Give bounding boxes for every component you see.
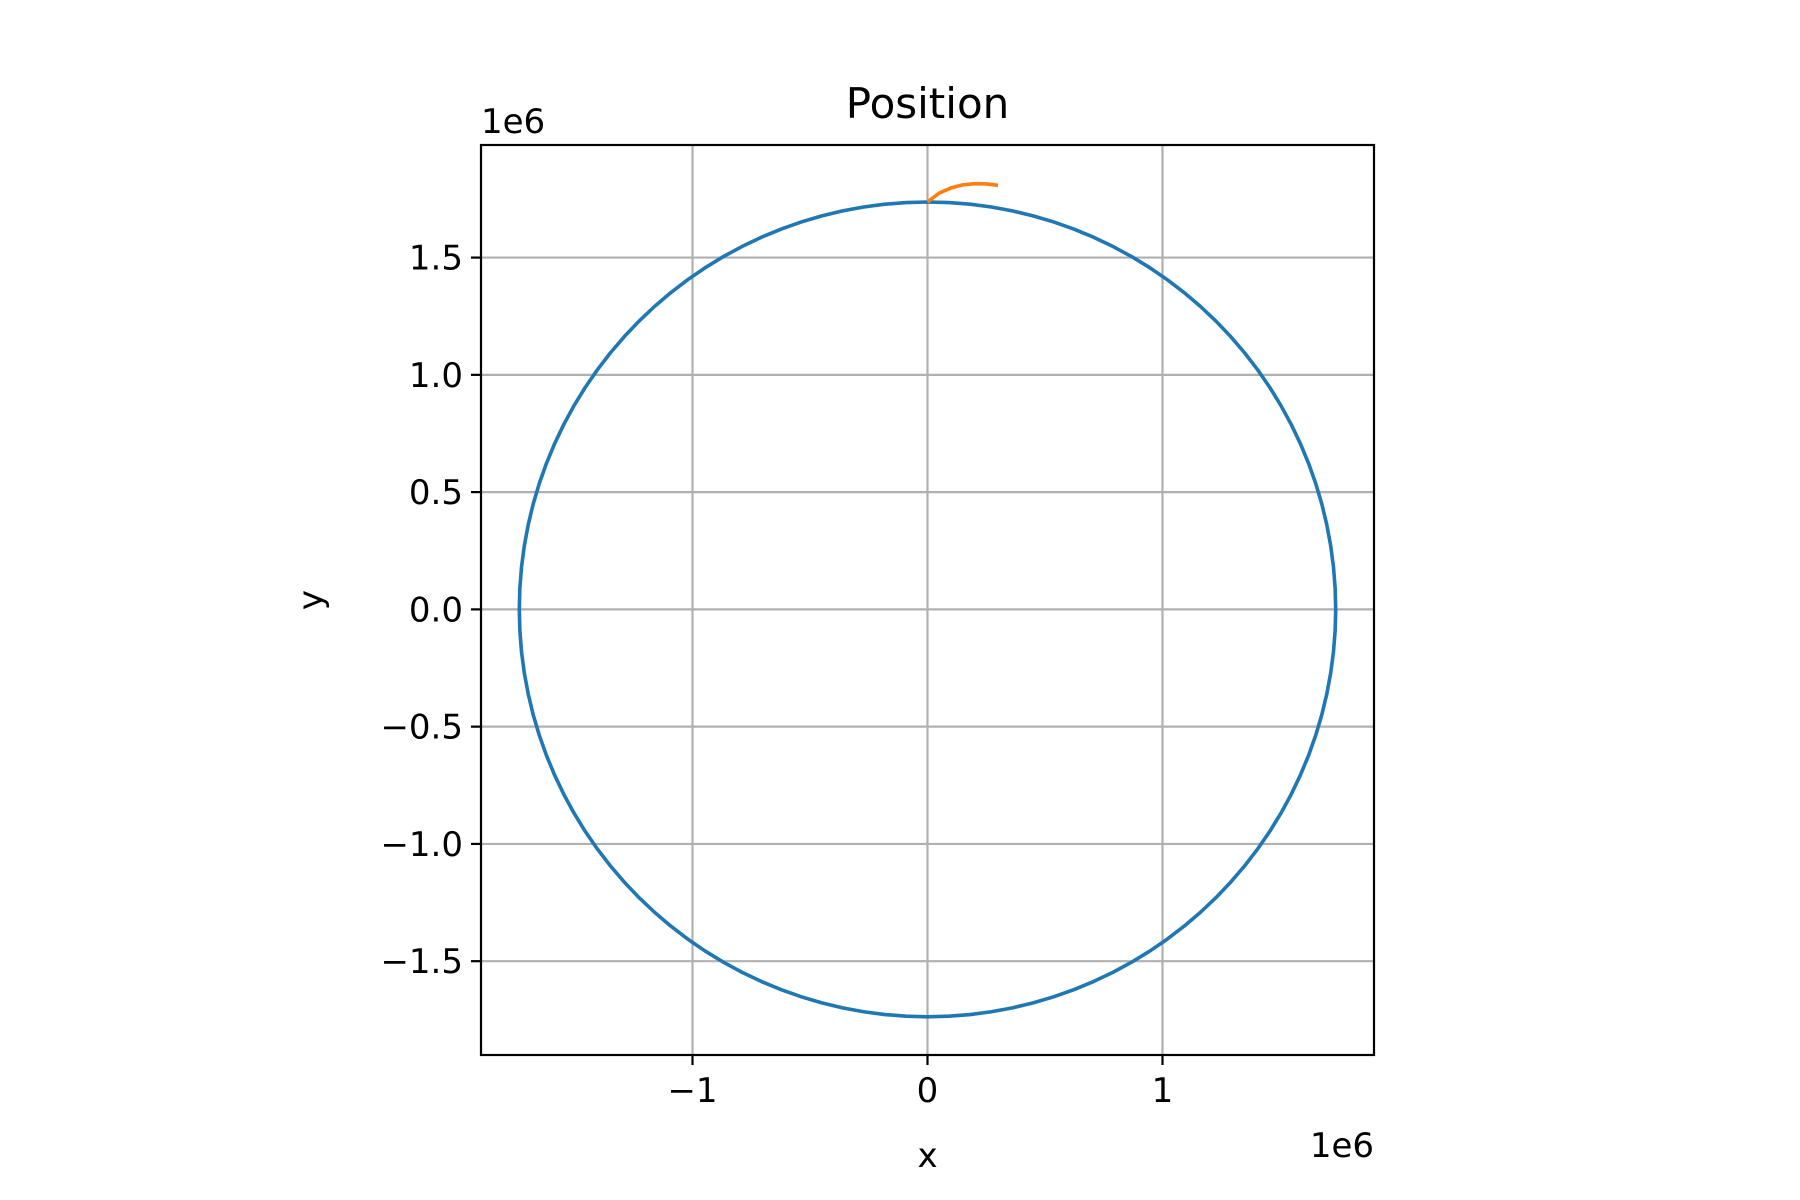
y-tick-label: 1.5 xyxy=(409,239,463,279)
trajectory-arc-series xyxy=(926,181,999,204)
x-tick-label: 0 xyxy=(917,1071,939,1111)
y-tick-label: 0.5 xyxy=(409,473,463,513)
y-axis-label: y xyxy=(291,590,331,610)
y-tick-label: 1.0 xyxy=(409,356,463,396)
x-axis-label: x xyxy=(917,1136,937,1176)
y-tick-label: −0.5 xyxy=(380,708,463,748)
x-tick-label: 1 xyxy=(1152,1071,1174,1111)
y-tick-label: −1.5 xyxy=(380,942,463,982)
orbit-circle-series xyxy=(517,200,1338,1019)
tick-layer: −1 0 1 −1.5 −1.0 −0.5 0.0 0.5 1.0 1.5 xyxy=(380,239,1173,1111)
series-layer xyxy=(517,181,1338,1019)
chart-title: Position xyxy=(846,79,1010,128)
x-tick-label: −1 xyxy=(667,1071,717,1111)
y-axis-offset-label: 1e6 xyxy=(481,102,545,142)
grid-layer xyxy=(481,145,1374,1055)
x-axis-offset-label: 1e6 xyxy=(1310,1126,1374,1166)
y-tick-label: −1.0 xyxy=(380,825,463,865)
y-tick-label: 0.0 xyxy=(409,590,463,630)
